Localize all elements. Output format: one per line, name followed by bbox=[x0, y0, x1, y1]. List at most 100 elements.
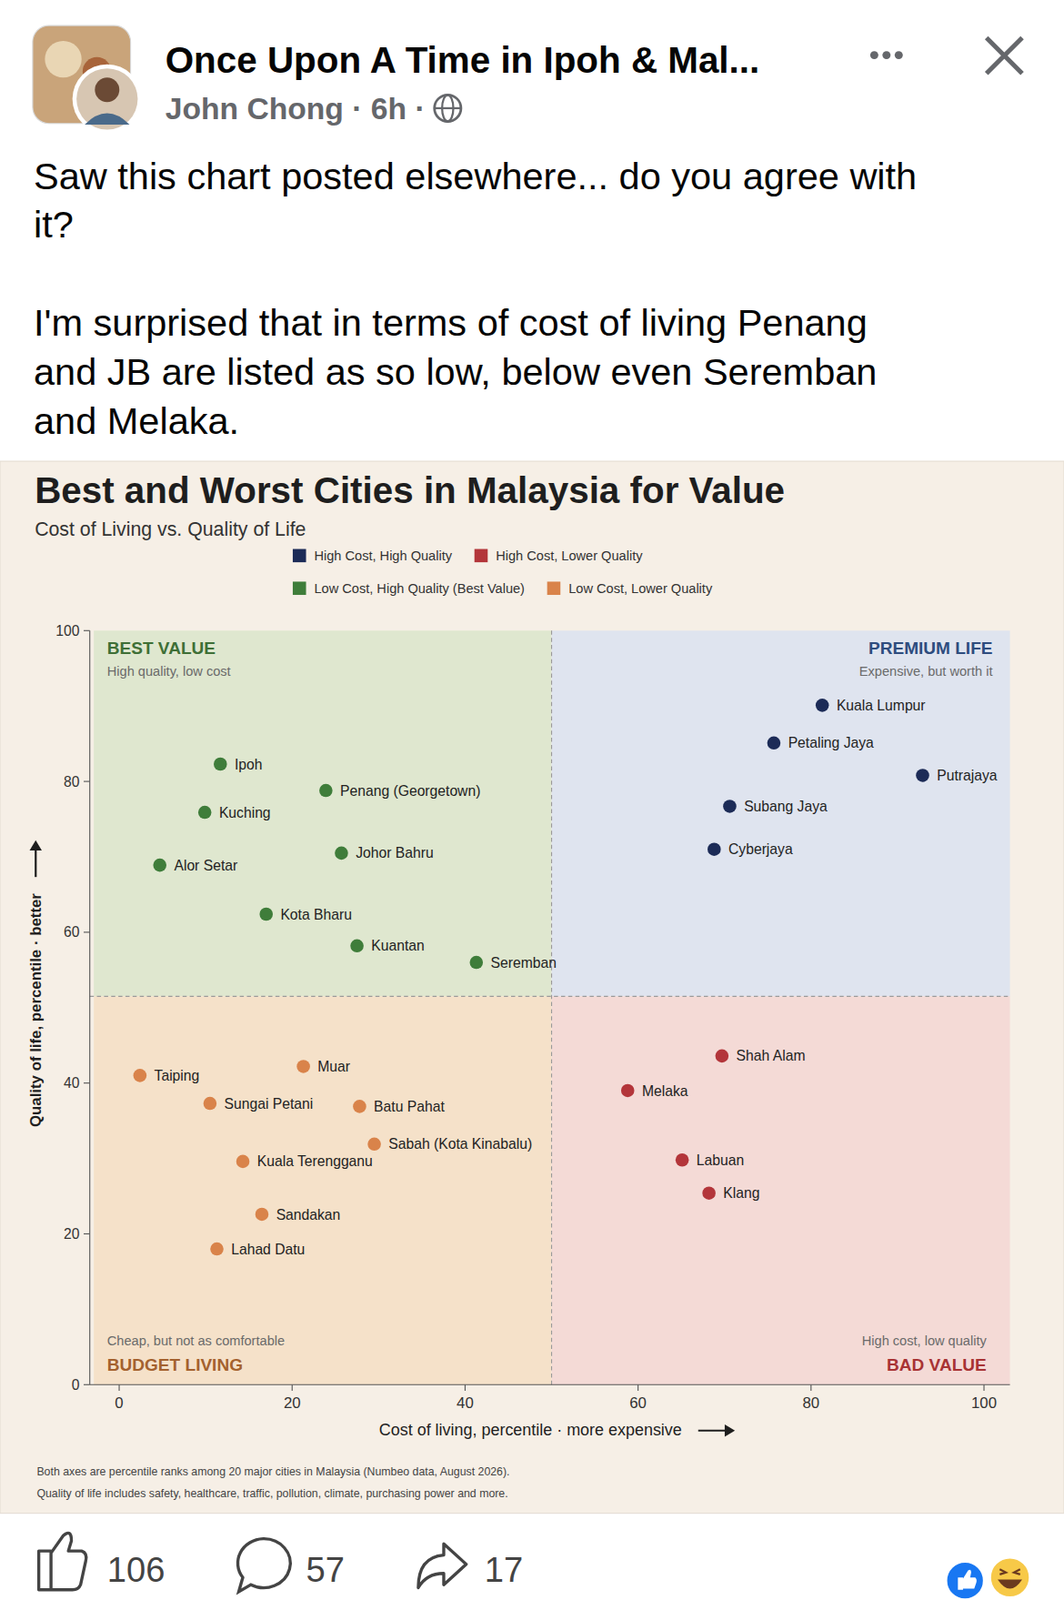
data-point bbox=[334, 846, 349, 861]
data-point bbox=[815, 698, 830, 713]
y-axis-arrow bbox=[30, 840, 42, 851]
reaction-like bbox=[945, 1560, 985, 1600]
data-point bbox=[210, 1242, 224, 1256]
more-icon bbox=[894, 50, 904, 60]
x-axis-arrow bbox=[724, 1424, 735, 1436]
post-text: and JB are listed as so low, below even … bbox=[33, 350, 877, 393]
quadrant-subtitle: Cheap, but not as comfortable bbox=[107, 1333, 285, 1348]
data-point bbox=[133, 1068, 148, 1083]
post-text: Saw this chart posted elsewhere... do yo… bbox=[33, 154, 917, 198]
point-label: Kuantan bbox=[371, 937, 424, 954]
data-point bbox=[259, 907, 273, 922]
y-tick bbox=[83, 1082, 91, 1084]
point-label: Ipoh bbox=[234, 756, 263, 773]
share-count: 17 bbox=[484, 1549, 523, 1589]
y-tick bbox=[83, 630, 91, 632]
quadrant-subtitle: High quality, low cost bbox=[107, 663, 231, 679]
y-axis-label: Quality of life, percentile · better bbox=[27, 893, 45, 1127]
post-text: it? bbox=[33, 202, 74, 246]
data-point bbox=[319, 783, 333, 798]
data-point bbox=[350, 939, 364, 954]
y-axis-arrow bbox=[34, 846, 37, 878]
x-tick-label: 100 bbox=[971, 1394, 997, 1412]
quadrant-background bbox=[552, 630, 1011, 996]
data-point bbox=[213, 757, 228, 772]
quadrant-title: BUDGET LIVING bbox=[107, 1355, 243, 1375]
legend-swatch bbox=[547, 581, 562, 595]
y-tick bbox=[83, 931, 91, 933]
reaction-haha-mouth bbox=[997, 1579, 1023, 1589]
point-label: Sandakan bbox=[276, 1206, 342, 1223]
data-point bbox=[702, 1185, 716, 1200]
data-point bbox=[722, 799, 737, 814]
reaction-like-glyph bbox=[957, 1569, 977, 1590]
more-icon bbox=[882, 50, 891, 60]
data-point bbox=[715, 1049, 730, 1064]
y-tick bbox=[83, 1384, 91, 1386]
legend-label: Low Cost, High Quality (Best Value) bbox=[314, 581, 525, 596]
quadrant-background bbox=[93, 630, 552, 996]
comment-count: 57 bbox=[306, 1549, 345, 1589]
group-name: Once Upon A Time in Ipoh & Mal... bbox=[165, 39, 761, 81]
post-meta: John Chong · 6h · bbox=[165, 91, 426, 126]
point-label: Seremban bbox=[491, 954, 557, 971]
x-tick bbox=[464, 1384, 466, 1391]
data-point bbox=[707, 842, 722, 856]
y-tick-label: 80 bbox=[63, 773, 81, 790]
x-tick bbox=[637, 1384, 639, 1391]
data-point bbox=[255, 1207, 270, 1222]
data-point bbox=[915, 768, 930, 783]
y-tick-label: 20 bbox=[63, 1225, 81, 1242]
share-icon bbox=[418, 1543, 467, 1587]
point-label: Melaka bbox=[642, 1083, 689, 1099]
reaction-haha-eyes bbox=[999, 1568, 1020, 1575]
globe-icon bbox=[434, 94, 462, 121]
legend-label: High Cost, Lower Quality bbox=[495, 548, 643, 563]
quadrant-background bbox=[93, 995, 552, 1385]
data-point bbox=[621, 1084, 635, 1098]
x-tick-label: 80 bbox=[802, 1394, 820, 1412]
like-icon bbox=[39, 1532, 87, 1589]
quadrant-subtitle: Expensive, but worth it bbox=[859, 663, 994, 679]
page: Once Upon A Time in Ipoh & Mal... John Ch… bbox=[0, 0, 1064, 1600]
x-tick bbox=[118, 1384, 120, 1391]
point-label: Alor Setar bbox=[173, 857, 238, 874]
y-tick-label: 40 bbox=[63, 1074, 81, 1091]
author-avatar-body bbox=[84, 113, 130, 125]
more-icon bbox=[870, 50, 879, 60]
divider-line bbox=[551, 630, 553, 1385]
post-text: and Melaka. bbox=[33, 399, 240, 442]
point-label: Kuching bbox=[219, 804, 272, 821]
data-point bbox=[236, 1154, 251, 1169]
quadrant-background bbox=[552, 995, 1011, 1385]
data-point bbox=[296, 1059, 311, 1074]
quadrant-title: BEST VALUE bbox=[107, 638, 216, 658]
legend-swatch bbox=[292, 549, 307, 563]
y-tick-label: 100 bbox=[55, 622, 80, 639]
point-label: Cyberjaya bbox=[728, 841, 793, 857]
footnote: Both axes are percentile ranks among 20 … bbox=[36, 1465, 510, 1478]
data-point bbox=[470, 955, 484, 970]
data-point bbox=[198, 805, 212, 820]
quadrant-title: PREMIUM LIFE bbox=[868, 638, 994, 658]
point-label: Muar bbox=[317, 1058, 351, 1075]
point-label: Sabah (Kota Kinabalu) bbox=[388, 1135, 532, 1152]
comment-icon bbox=[237, 1538, 291, 1592]
legend-swatch bbox=[292, 581, 307, 595]
quadrant-title: BAD VALUE bbox=[886, 1355, 987, 1375]
point-label: Kuala Lumpur bbox=[836, 697, 926, 713]
reaction-haha bbox=[989, 1556, 1031, 1598]
legend-label: High Cost, High Quality bbox=[314, 548, 453, 563]
globe-icon bbox=[434, 107, 462, 110]
y-tick-label: 0 bbox=[71, 1376, 81, 1393]
chart-background bbox=[0, 461, 1064, 1514]
point-label: Sungai Petani bbox=[224, 1095, 314, 1112]
legend-label: Low Cost, Lower Quality bbox=[568, 581, 713, 596]
data-point bbox=[152, 858, 167, 873]
x-tick bbox=[810, 1384, 812, 1391]
chart-title: Best and Worst Cities in Malaysia for Va… bbox=[34, 469, 785, 512]
data-point bbox=[675, 1153, 690, 1167]
y-axis-line bbox=[89, 630, 91, 1385]
point-label: Johor Bahru bbox=[355, 844, 433, 861]
like-count: 106 bbox=[107, 1549, 166, 1589]
